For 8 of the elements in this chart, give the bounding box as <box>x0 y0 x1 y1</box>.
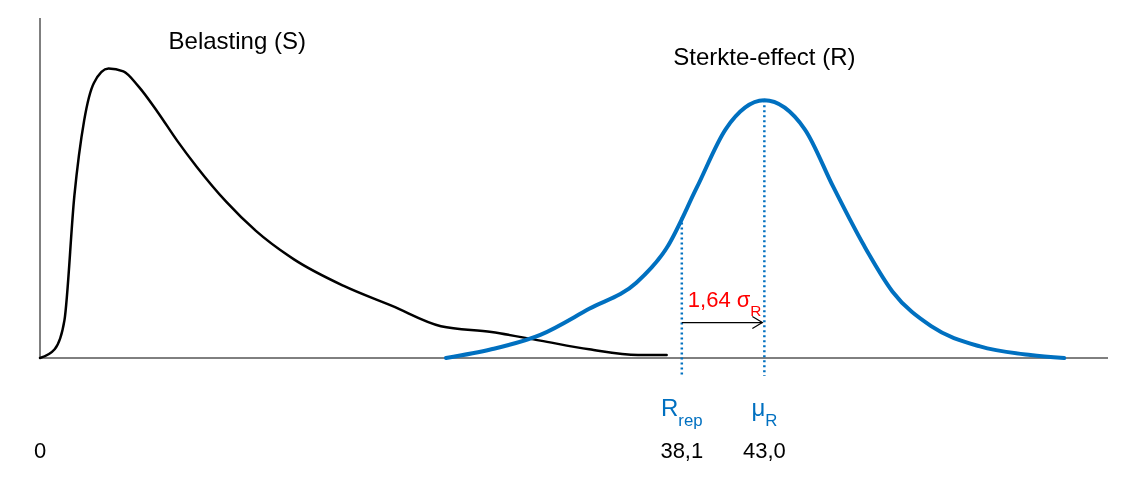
series-label: Sterkte-effect (R) <box>673 43 856 71</box>
ref-line-label: μ$_{R}$ <box>751 394 778 430</box>
annotation: 1,64 σ$_{R}$ <box>687 286 762 319</box>
ref-line-label: R$_{rep}$ <box>661 394 703 430</box>
x-tick-label: 43,0 <box>742 438 786 463</box>
series-label: Belasting (S) <box>168 26 306 54</box>
x-tick-label: 38,1 <box>660 438 704 463</box>
x-tick-label: 0 <box>33 438 47 463</box>
